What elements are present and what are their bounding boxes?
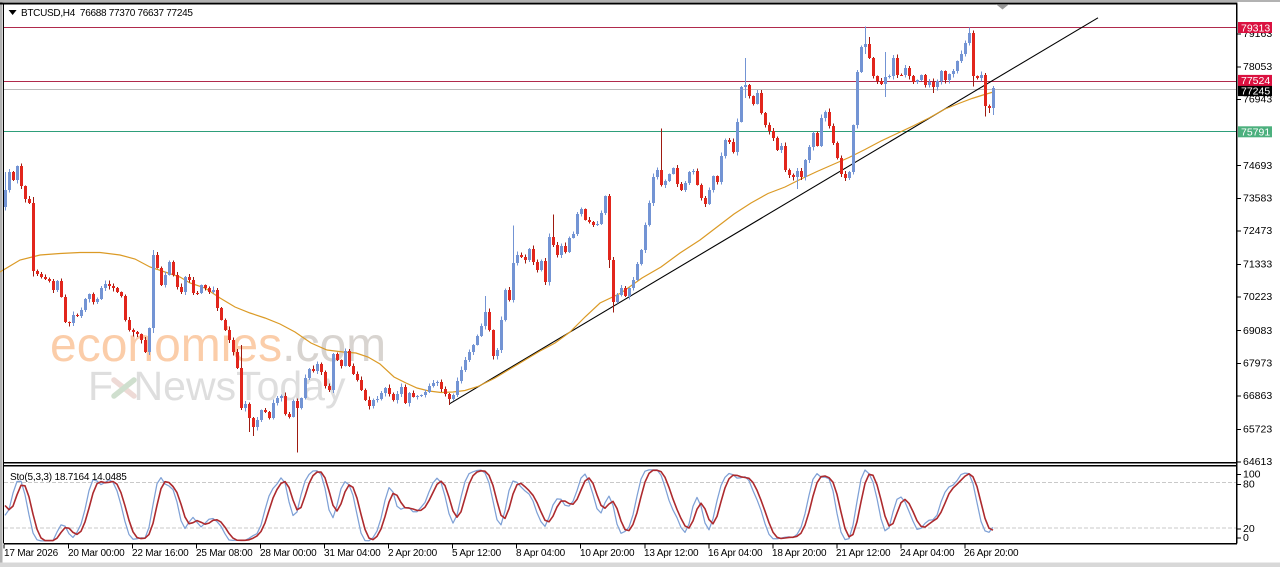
svg-text:5 Apr 12:00: 5 Apr 12:00 bbox=[452, 548, 502, 559]
svg-text:79313: 79313 bbox=[1241, 22, 1270, 34]
svg-text:28 Mar 00:00: 28 Mar 00:00 bbox=[260, 548, 317, 559]
svg-text:73583: 73583 bbox=[1243, 192, 1272, 204]
svg-text:75791: 75791 bbox=[1241, 127, 1270, 139]
svg-text:10 Apr 20:00: 10 Apr 20:00 bbox=[580, 548, 635, 559]
svg-text:78053: 78053 bbox=[1243, 61, 1272, 73]
svg-text:65723: 65723 bbox=[1243, 424, 1272, 436]
svg-text:70223: 70223 bbox=[1243, 291, 1272, 303]
svg-text:77245: 77245 bbox=[1241, 85, 1270, 97]
svg-text:18 Apr 20:00: 18 Apr 20:00 bbox=[772, 548, 827, 559]
svg-text:Sto(5,3,3) 18.7164 14.0485: Sto(5,3,3) 18.7164 14.0485 bbox=[10, 472, 127, 483]
svg-text:20 Mar 00:00: 20 Mar 00:00 bbox=[68, 548, 125, 559]
svg-text:77524: 77524 bbox=[1241, 75, 1270, 87]
svg-text:64613: 64613 bbox=[1243, 456, 1272, 468]
svg-text:20: 20 bbox=[1243, 523, 1255, 535]
svg-text:16 Apr 04:00: 16 Apr 04:00 bbox=[708, 548, 763, 559]
svg-text:2 Apr 20:00: 2 Apr 20:00 bbox=[388, 548, 438, 559]
svg-text:25 Mar 08:00: 25 Mar 08:00 bbox=[196, 548, 253, 559]
svg-text:BTCUSD,H4 76688 77370 76637 7: BTCUSD,H4 76688 77370 76637 77245 bbox=[21, 8, 193, 19]
svg-text:76943: 76943 bbox=[1243, 94, 1272, 106]
svg-text:21 Apr 12:00: 21 Apr 12:00 bbox=[836, 548, 891, 559]
svg-text:100: 100 bbox=[1243, 468, 1261, 480]
svg-text:economies.com: economies.com bbox=[50, 319, 386, 372]
svg-text:67973: 67973 bbox=[1243, 357, 1272, 369]
svg-text:13 Apr 12:00: 13 Apr 12:00 bbox=[644, 548, 699, 559]
svg-text:72473: 72473 bbox=[1243, 225, 1272, 237]
svg-text:69083: 69083 bbox=[1243, 325, 1272, 337]
svg-text:22 Mar 16:00: 22 Mar 16:00 bbox=[132, 548, 189, 559]
svg-text:24 Apr 04:00: 24 Apr 04:00 bbox=[900, 548, 955, 559]
svg-text:66863: 66863 bbox=[1243, 390, 1272, 402]
svg-text:26 Apr 20:00: 26 Apr 20:00 bbox=[964, 548, 1019, 559]
svg-text:8 Apr 04:00: 8 Apr 04:00 bbox=[516, 548, 566, 559]
svg-text:0: 0 bbox=[1243, 532, 1249, 544]
svg-text:71333: 71333 bbox=[1243, 259, 1272, 271]
svg-text:80: 80 bbox=[1243, 479, 1255, 491]
svg-text:74693: 74693 bbox=[1243, 160, 1272, 172]
svg-text:17 Mar 2026: 17 Mar 2026 bbox=[4, 548, 59, 559]
svg-text:31 Mar 04:00: 31 Mar 04:00 bbox=[324, 548, 381, 559]
